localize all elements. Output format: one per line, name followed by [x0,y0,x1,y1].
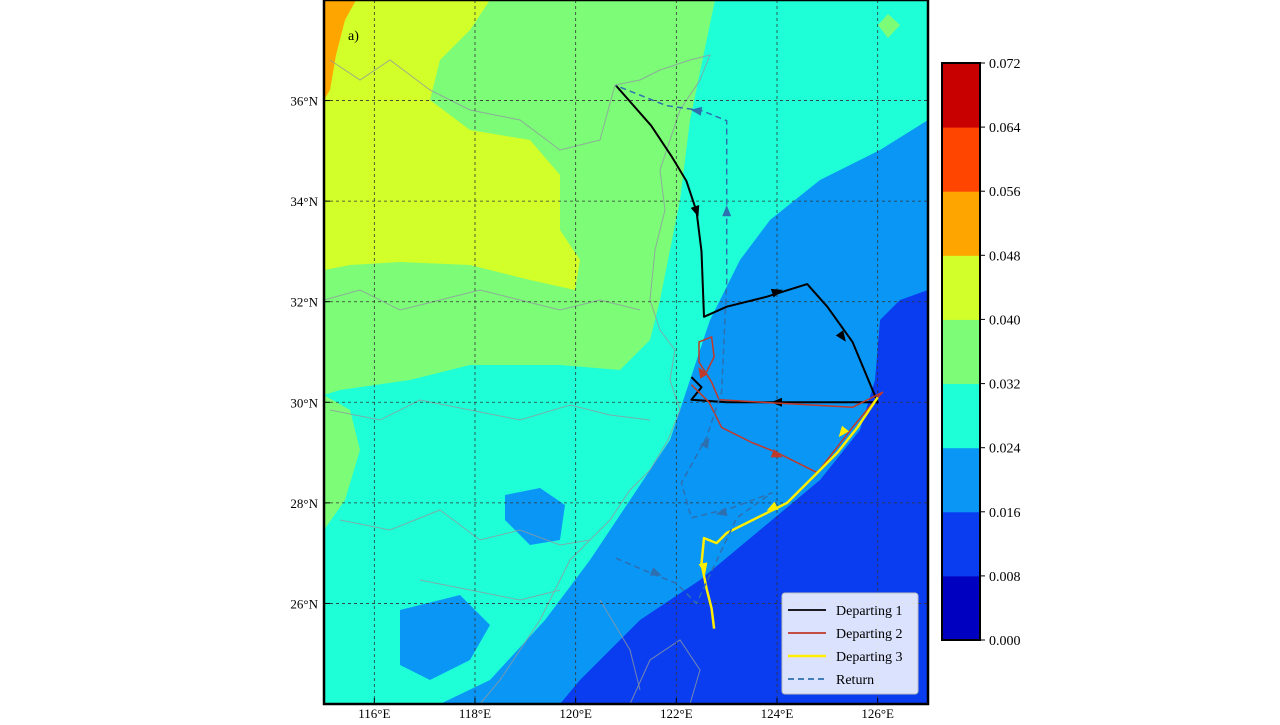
field-patch-3 [878,14,900,38]
y-tick-label: 34°N [290,194,318,209]
track-arrow [770,288,783,298]
track-arrow [690,106,703,116]
y-tick-label: 26°N [290,596,318,611]
colorbar-bin [942,319,980,384]
colorbar-label: 0.024 [989,442,1021,457]
x-tick-label: 118°E [459,706,491,720]
colorbar-bin [942,511,980,577]
legend: Departing 1 Departing 2 Departing 3 Return [781,592,919,695]
x-tick-label: 124°E [761,706,794,720]
track-1 [615,84,879,404]
panel-label: a) [348,29,359,44]
colorbar-bin [942,255,980,320]
colorbar-label: 0.016 [989,506,1021,521]
y-tick-label: 28°N [290,496,318,511]
track-arrow [698,562,708,575]
colorbar-label: 0.048 [989,249,1021,264]
legend-box [781,592,919,695]
y-tick-label: 32°N [290,295,318,310]
colorbar-label: 0.056 [989,185,1021,200]
x-tick-label: 126°E [861,706,894,720]
colorbar-label: 0.000 [989,634,1021,649]
concentration-field [324,0,928,704]
track-arrow [835,330,846,342]
track-arrow [700,437,710,450]
colorbar-label: 0.064 [989,121,1021,136]
tracks [615,84,884,629]
legend-label: Departing 2 [836,627,902,642]
track-arrow [770,449,783,458]
field-patch-1 [505,488,565,545]
track-arrow [690,205,700,217]
colorbar-bin [942,127,980,192]
x-tick-label: 116°E [358,706,390,720]
track-arrow [766,501,779,511]
colorbar-label: 0.032 [989,378,1021,393]
track-2 [690,336,884,474]
track-arrow [649,567,662,576]
grid [324,0,928,704]
colorbar-bin [942,447,980,513]
legend-label: Departing 1 [836,604,902,619]
colorbar-frame [941,62,981,641]
track-3 [700,396,879,629]
coastline [324,54,711,704]
colorbar-bin [942,575,980,641]
axis-ticks: 116°E 118°E 120°E 122°E 124°E 126°E 26°N 28°N 30… [290,94,894,721]
y-tick-label: 30°N [290,395,318,410]
x-tick-label: 120°E [559,706,592,720]
colorbar-label: 0.040 [989,313,1021,328]
colorbar-bin [942,191,980,256]
field-0.032-west [324,395,360,530]
track-arrow [722,205,732,217]
colorbar-bin [942,63,980,128]
colorbar: 0.000 0.008 0.016 0.024 0.032 0.040 0.048 0.056… [941,57,1021,649]
x-tick-label: 122°E [660,706,693,720]
map-frame [322,0,930,706]
track-arrow [698,367,708,379]
field-patch-2 [400,595,490,680]
colorbar-bin [942,383,980,449]
colorbar-label: 0.072 [989,57,1021,72]
field-0.040 [324,0,580,290]
track-arrow [838,425,850,438]
track-arrow [715,507,728,517]
legend-label: Return [836,673,874,688]
field-0.048 [324,0,356,100]
colorbar-label: 0.008 [989,570,1021,585]
y-tick-label: 36°N [290,94,318,109]
legend-label: Departing 3 [836,650,902,665]
